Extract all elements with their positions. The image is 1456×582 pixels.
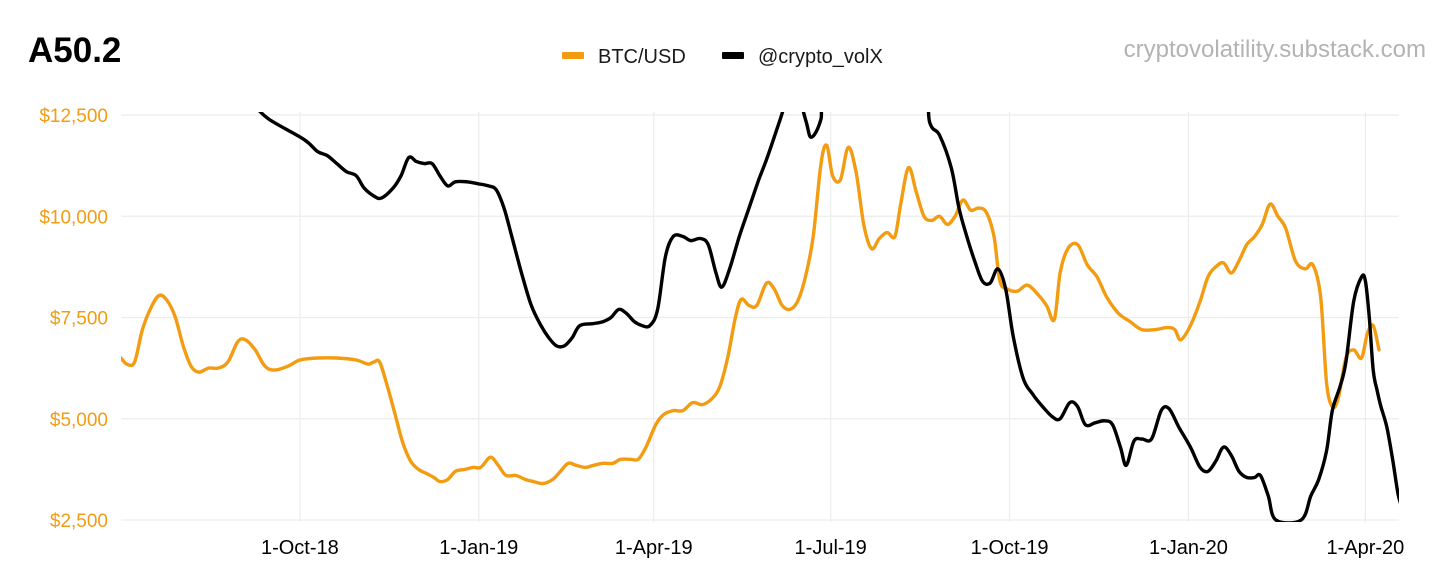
y-axis: $2,500 $5,000 $7,500 $10,000 $12,500 [39, 106, 108, 532]
legend-label-crypto-volx: @crypto_volX [758, 46, 883, 68]
grid [121, 112, 1399, 522]
x-axis: 1-Oct-18 1-Jan-19 1-Apr-19 1-Jul-19 1-Oct-19… [261, 537, 1404, 559]
y-tick-label: $2,500 [50, 511, 108, 532]
legend-swatch-btc-usd [562, 52, 584, 59]
series-line-crypto-volx [258, 112, 1399, 522]
y-tick-label: $12,500 [39, 106, 108, 127]
legend-label-btc-usd: BTC/USD [598, 46, 686, 68]
x-tick-label: 1-Oct-18 [261, 537, 339, 559]
series-line-btc-usd [121, 143, 1381, 486]
x-tick-label: 1-Jul-19 [795, 537, 867, 559]
x-tick-label: 1-Oct-19 [971, 537, 1049, 559]
legend: BTC/USD @crypto_volX [562, 46, 883, 68]
y-tick-label: $5,000 [50, 410, 108, 431]
chart-title: A50.2 [28, 31, 121, 70]
watermark: cryptovolatility.substack.com [1124, 36, 1426, 63]
x-tick-label: 1-Jan-20 [1149, 537, 1228, 559]
x-tick-label: 1-Apr-20 [1326, 537, 1404, 559]
x-tick-label: 1-Jan-19 [439, 537, 518, 559]
series-group [121, 112, 1399, 522]
y-tick-label: $7,500 [50, 309, 108, 330]
y-tick-label: $10,000 [39, 207, 108, 228]
legend-swatch-crypto-volx [722, 52, 744, 59]
x-tick-label: 1-Apr-19 [615, 537, 693, 559]
